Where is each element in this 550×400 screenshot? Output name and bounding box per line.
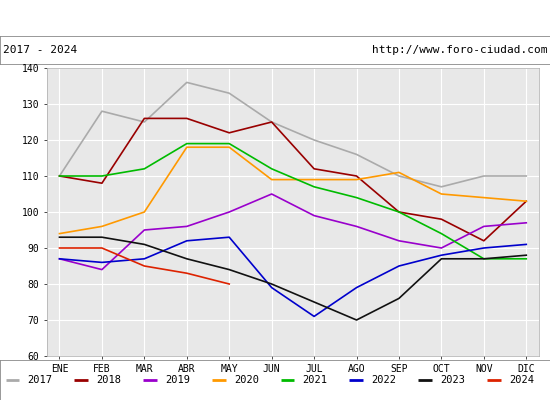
Text: 2022: 2022 xyxy=(371,375,396,385)
Text: 2017: 2017 xyxy=(28,375,52,385)
Text: 2023: 2023 xyxy=(440,375,465,385)
Text: 2019: 2019 xyxy=(165,375,190,385)
Text: 2018: 2018 xyxy=(96,375,121,385)
Text: Evolucion del paro registrado en Pulgar: Evolucion del paro registrado en Pulgar xyxy=(131,10,419,26)
Text: 2021: 2021 xyxy=(302,375,327,385)
Text: http://www.foro-ciudad.com: http://www.foro-ciudad.com xyxy=(372,45,547,55)
Text: 2024: 2024 xyxy=(509,375,534,385)
Text: 2017 - 2024: 2017 - 2024 xyxy=(3,45,77,55)
Text: 2020: 2020 xyxy=(234,375,258,385)
